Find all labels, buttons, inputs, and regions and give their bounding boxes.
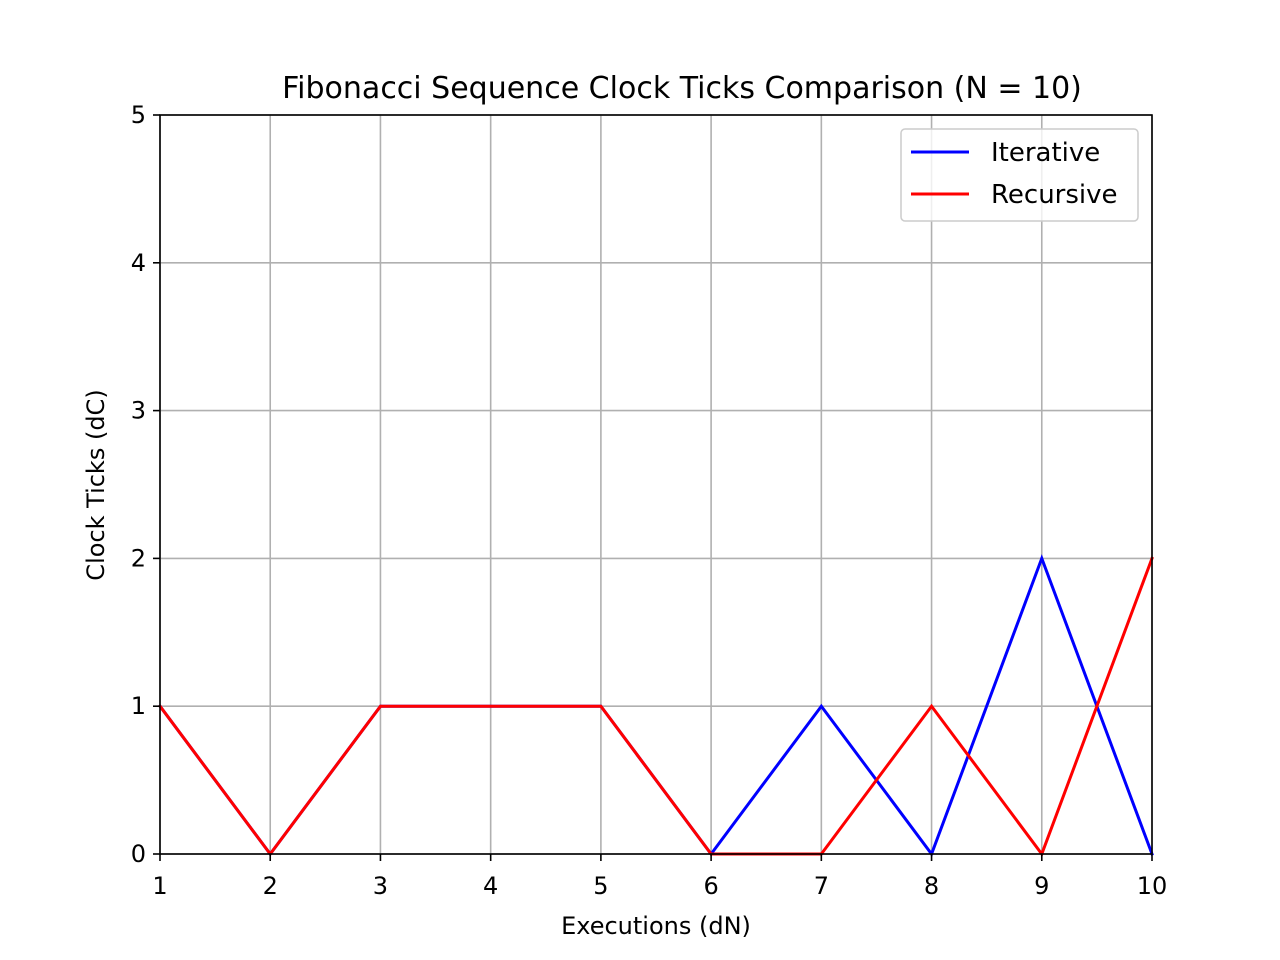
- y-tick-label: 2: [131, 544, 146, 572]
- series-line-recursive: [157, 556, 1154, 858]
- x-tick-label: 9: [1034, 872, 1049, 900]
- x-tick-label: 1: [152, 872, 167, 900]
- plot-frame: [159, 114, 1153, 855]
- y-tick-label: 1: [131, 692, 146, 720]
- y-tick-labels: 0 1 2 3 4 5: [131, 101, 146, 868]
- y-tick-label: 3: [131, 397, 146, 425]
- legend-label-iterative: Iterative: [991, 138, 1100, 168]
- y-tick-label: 4: [131, 249, 146, 277]
- y-tick-label: 5: [131, 101, 146, 129]
- legend-entries: Iterative Recursive: [911, 138, 1118, 210]
- x-tick-label: 8: [924, 872, 939, 900]
- tick-marks: [153, 114, 1153, 861]
- y-axis-label: Clock Ticks (dC): [82, 389, 110, 580]
- x-tick-label: 3: [373, 872, 388, 900]
- x-axis-label: Executions (dN): [561, 912, 751, 940]
- x-tick-label: 4: [483, 872, 498, 900]
- x-tick-label: 10: [1137, 872, 1168, 900]
- x-tick-label: 2: [263, 872, 278, 900]
- x-tick-label: 5: [593, 872, 608, 900]
- x-tick-labels: 1 2 3 4 5 6 7 8 9 10: [152, 872, 1167, 900]
- x-tick-label: 7: [814, 872, 829, 900]
- legend: Iterative Recursive: [900, 128, 1139, 222]
- legend-label-recursive: Recursive: [991, 180, 1118, 210]
- series-lines: [157, 554, 1154, 858]
- chart-title: Fibonacci Sequence Clock Ticks Compariso…: [282, 71, 1082, 106]
- x-tick-label: 6: [703, 872, 718, 900]
- plot-background: [160, 115, 1152, 854]
- y-tick-label: 0: [131, 840, 146, 868]
